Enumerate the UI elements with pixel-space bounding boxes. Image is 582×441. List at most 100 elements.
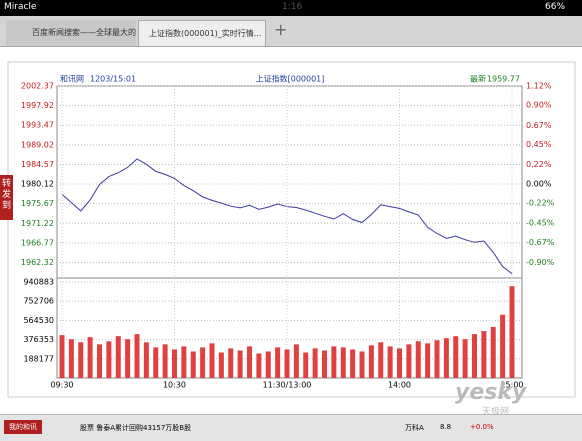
- volume-bar: [200, 347, 206, 378]
- volume-bar: [509, 286, 515, 378]
- tab[interactable]: 上证指数(000001)_实时行情...: [138, 20, 266, 46]
- volume-bar: [340, 347, 346, 378]
- y-tick-label: 1966.77: [21, 238, 54, 247]
- volume-bar: [162, 344, 168, 378]
- carrier: Miracle: [4, 2, 37, 12]
- y2-tick-label: -0.45%: [526, 219, 555, 228]
- volume-bar: [247, 346, 252, 378]
- volume-bar: [406, 344, 412, 378]
- y-tick-label: 2002.37: [21, 82, 54, 91]
- y2-tick-label: 0.45%: [526, 140, 552, 149]
- volume-bar: [181, 346, 187, 378]
- volume-bar: [387, 346, 393, 378]
- volume-bar: [415, 341, 421, 378]
- watermark: yesky: [455, 380, 527, 405]
- x-tick-label: 11:30/13:00: [263, 381, 312, 390]
- timestamp: 1203/15:01: [90, 75, 136, 84]
- volume-bar: [434, 340, 440, 378]
- volume-bar: [293, 344, 299, 378]
- volume-bar: [87, 337, 93, 378]
- chart-frame: [7, 61, 576, 398]
- latest-value: 1959.77: [487, 75, 520, 84]
- clock: 1:16: [282, 2, 303, 12]
- volume-bar: [78, 342, 84, 378]
- x-tick-label: 15:00: [500, 381, 523, 390]
- volume-bar: [106, 341, 112, 378]
- chart-title: 上证指数[000001]: [256, 74, 325, 84]
- volume-bar: [490, 326, 496, 378]
- y-tick-label: 1980.12: [21, 180, 54, 189]
- y-tick-label: 1993.47: [21, 121, 54, 130]
- stock-price: 8.8: [440, 423, 452, 431]
- y2-tick-label: 0.00%: [526, 179, 552, 188]
- plot-frame: [56, 85, 523, 379]
- status-bar: Miracle 1:16 66%: [0, 0, 582, 16]
- volume-bar: [368, 345, 374, 378]
- volume-bar: [275, 347, 281, 378]
- volume-bar: [172, 349, 177, 378]
- volume-bar: [331, 346, 337, 378]
- volume-bar: [359, 351, 365, 378]
- y2-tick-label: -0.90%: [526, 258, 555, 267]
- volume-bar: [462, 339, 468, 378]
- y2-tick-label: 0.67%: [526, 121, 552, 130]
- y-tick-label: 564530: [23, 316, 54, 325]
- watermark-name: 天极网: [482, 407, 510, 417]
- volume-bar: [97, 344, 102, 378]
- y2-tick-label: -0.22%: [526, 199, 555, 208]
- stock-change: +0.0%: [470, 423, 494, 431]
- volume-bar: [397, 348, 402, 378]
- volume-bar: [68, 339, 74, 378]
- stock-name: 万科A: [405, 424, 424, 432]
- volume-bar: [500, 314, 506, 378]
- volume-bar: [265, 351, 271, 378]
- x-tick-label: 14:00: [388, 381, 411, 390]
- y2-tick-label: 0.90%: [526, 101, 552, 110]
- y-tick-label: 1989.02: [21, 140, 54, 149]
- volume-bar: [153, 347, 159, 378]
- y-tick-label: 940883: [23, 278, 54, 287]
- bottom-bar: 我的和讯 股票 鲁泰A累计回购43157万股B股 万科A 8.8 +0.0%: [0, 414, 582, 441]
- volume-bar: [481, 331, 487, 378]
- y-tick-label: 188177: [23, 354, 54, 363]
- battery: 66%: [545, 2, 566, 12]
- volume-bar: [312, 348, 318, 378]
- share-tab[interactable]: 转发到: [0, 175, 13, 220]
- volume-bar: [228, 348, 234, 378]
- volume-bar: [284, 349, 290, 378]
- x-tick-label: 09:30: [50, 381, 73, 390]
- volume-bar: [303, 352, 309, 378]
- volume-bar: [443, 338, 449, 378]
- y-tick-label: 1997.92: [21, 101, 54, 110]
- volume-bar: [209, 343, 215, 378]
- volume-bar: [218, 352, 224, 378]
- volume-bar: [350, 349, 356, 378]
- y-tick-label: 1975.67: [21, 199, 54, 208]
- x-tick-label: 10:30: [163, 381, 186, 390]
- volume-bar: [256, 353, 262, 378]
- y2-tick-label: -0.67%: [526, 238, 555, 247]
- tab-bar: 百度新闻搜索——全球最大的... 上证指数(000001)_实时行情... +: [0, 16, 582, 47]
- volume-bar: [190, 351, 196, 378]
- volume-bar: [453, 336, 459, 378]
- y-tick-label: 1971.22: [21, 219, 54, 228]
- my-hexun[interactable]: 我的和讯: [4, 420, 42, 434]
- volume-bar: [472, 334, 477, 378]
- volume-bar: [237, 350, 243, 378]
- volume-bar: [425, 343, 431, 378]
- volume-bar: [378, 342, 384, 378]
- volume-bar: [143, 342, 149, 378]
- tab[interactable]: 百度新闻搜索——全球最大的...: [6, 20, 136, 46]
- volume-bar: [115, 336, 121, 378]
- y2-tick-label: 0.22%: [526, 160, 552, 169]
- latest-label: 最新: [470, 74, 486, 84]
- y-tick-label: 752706: [23, 297, 54, 306]
- volume-bar: [134, 334, 140, 378]
- volume-bar: [322, 350, 327, 378]
- volume-bar: [59, 335, 65, 378]
- news-ticker[interactable]: 股票 鲁泰A累计回购43157万股B股: [80, 424, 192, 432]
- source: 和讯网: [60, 75, 84, 84]
- new-tab[interactable]: +: [274, 20, 288, 39]
